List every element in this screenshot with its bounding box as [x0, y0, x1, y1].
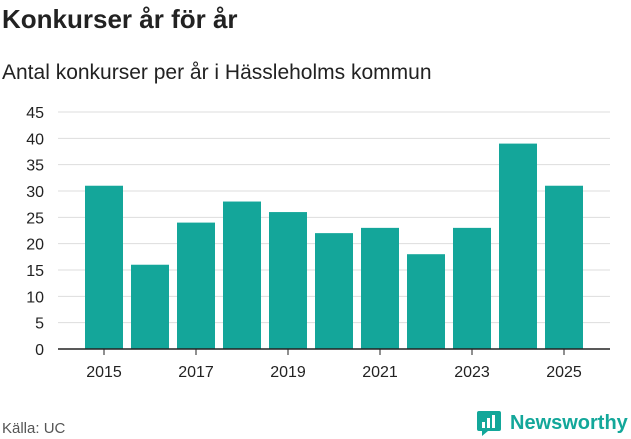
bar-2015	[85, 185, 123, 349]
brand-name: Newsworthy	[510, 411, 628, 434]
bar-2018	[223, 201, 261, 349]
x-tick-label: 2019	[270, 364, 306, 381]
x-tick-label: 2023	[454, 364, 490, 381]
y-tick-label: 20	[26, 237, 44, 254]
bar-2022	[407, 254, 445, 349]
bar-2023	[453, 227, 491, 349]
newsworthy-logo[interactable]: Newsworthy	[476, 408, 628, 438]
y-tick-label: 30	[26, 184, 44, 201]
bars	[85, 143, 583, 349]
x-tick-label: 2021	[362, 364, 398, 381]
y-tick-label: 0	[35, 342, 44, 359]
bar-2024	[499, 143, 537, 349]
newsworthy-icon	[477, 411, 501, 436]
y-tick-label: 5	[35, 316, 44, 333]
x-tick-label: 2015	[86, 364, 122, 381]
bar-2016	[131, 264, 169, 349]
y-tick-label: 45	[26, 105, 44, 122]
bar-2025	[545, 185, 583, 349]
x-tick-label: 2025	[546, 364, 582, 381]
y-tick-label: 40	[26, 131, 44, 148]
y-tick-label: 10	[26, 289, 44, 306]
bar-2019	[269, 212, 307, 349]
y-axis-ticks: 0 5 10 15 20 25 30 35 40 45	[26, 105, 44, 359]
bar-2021	[361, 227, 399, 349]
bar-2020	[315, 233, 353, 349]
chart-title: Konkurser år för år	[2, 4, 238, 34]
y-tick-label: 25	[26, 210, 44, 227]
x-axis-ticks: 2015 2017 2019 2021 2023 2025	[86, 349, 582, 381]
y-tick-label: 35	[26, 158, 44, 175]
bar-2017	[177, 222, 215, 349]
x-tick-label: 2017	[178, 364, 214, 381]
y-tick-label: 15	[26, 263, 44, 280]
chart-subtitle: Antal konkurser per år i Hässleholms kom…	[2, 61, 432, 84]
source-label: Källa: UC	[2, 420, 66, 437]
